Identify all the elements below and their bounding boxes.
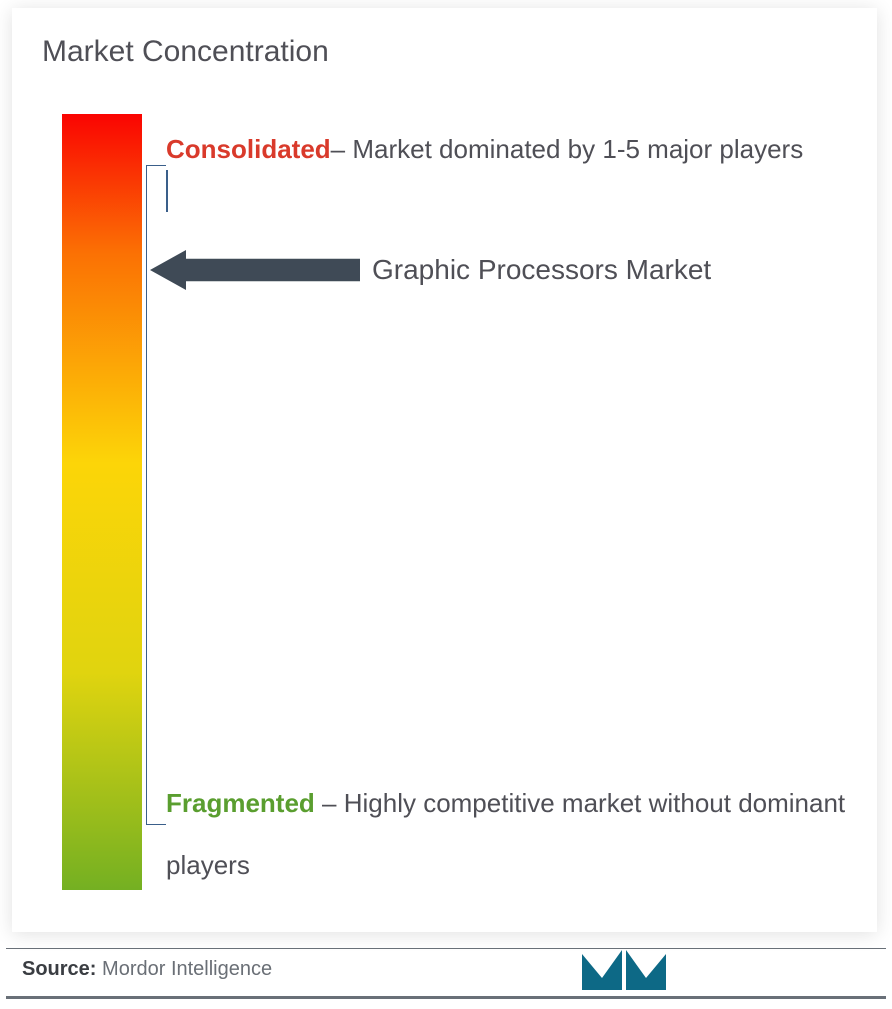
- market-position-arrow-icon: [150, 250, 360, 290]
- fragmented-label: Fragmented – Highly competitive market w…: [166, 772, 852, 897]
- consolidated-label: Consolidated– Market dominated by 1-5 ma…: [166, 118, 803, 180]
- consolidated-description: – Market dominated by 1-5 major players: [331, 134, 804, 164]
- mordor-logo-icon: [578, 942, 668, 992]
- footer-divider-thin: [6, 948, 886, 949]
- source-text: Mordor Intelligence: [102, 958, 272, 980]
- concentration-gradient-bar: [62, 114, 142, 890]
- source-attribution: Source: Mordor Intelligence: [22, 958, 272, 981]
- market-name-label: Graphic Processors Market: [372, 254, 711, 286]
- chart-title: Market Concentration: [42, 35, 329, 69]
- consolidated-term: Consolidated: [166, 134, 331, 164]
- footer-divider-thick: [6, 996, 886, 999]
- source-label: Source:: [22, 958, 102, 980]
- fragmented-term: Fragmented: [166, 788, 315, 818]
